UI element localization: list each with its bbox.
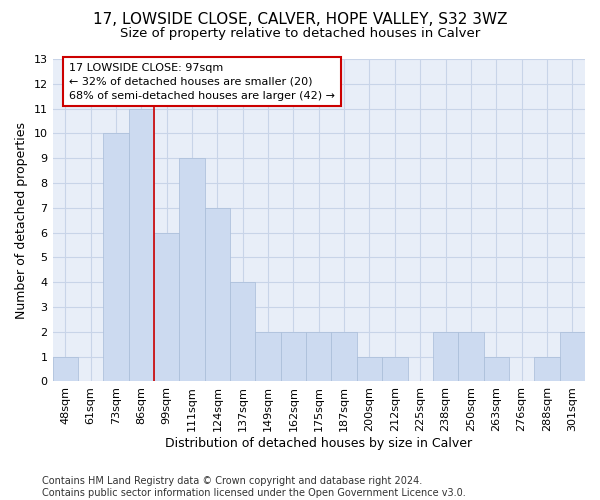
Bar	[53, 356, 78, 382]
Bar	[128, 108, 154, 382]
Bar	[382, 356, 407, 382]
Bar	[179, 158, 205, 382]
Bar	[306, 332, 331, 382]
Bar	[433, 332, 458, 382]
Bar	[256, 332, 281, 382]
Bar	[484, 356, 509, 382]
Bar	[560, 332, 585, 382]
Bar	[103, 134, 128, 382]
Text: Contains HM Land Registry data © Crown copyright and database right 2024.
Contai: Contains HM Land Registry data © Crown c…	[42, 476, 466, 498]
Bar	[458, 332, 484, 382]
Bar	[230, 282, 256, 382]
Bar	[154, 232, 179, 382]
Bar	[331, 332, 357, 382]
Text: 17, LOWSIDE CLOSE, CALVER, HOPE VALLEY, S32 3WZ: 17, LOWSIDE CLOSE, CALVER, HOPE VALLEY, …	[93, 12, 507, 28]
Y-axis label: Number of detached properties: Number of detached properties	[15, 122, 28, 318]
Bar	[357, 356, 382, 382]
Text: Size of property relative to detached houses in Calver: Size of property relative to detached ho…	[120, 28, 480, 40]
Bar	[205, 208, 230, 382]
Text: 17 LOWSIDE CLOSE: 97sqm
← 32% of detached houses are smaller (20)
68% of semi-de: 17 LOWSIDE CLOSE: 97sqm ← 32% of detache…	[69, 62, 335, 100]
X-axis label: Distribution of detached houses by size in Calver: Distribution of detached houses by size …	[165, 437, 472, 450]
Bar	[534, 356, 560, 382]
Bar	[281, 332, 306, 382]
